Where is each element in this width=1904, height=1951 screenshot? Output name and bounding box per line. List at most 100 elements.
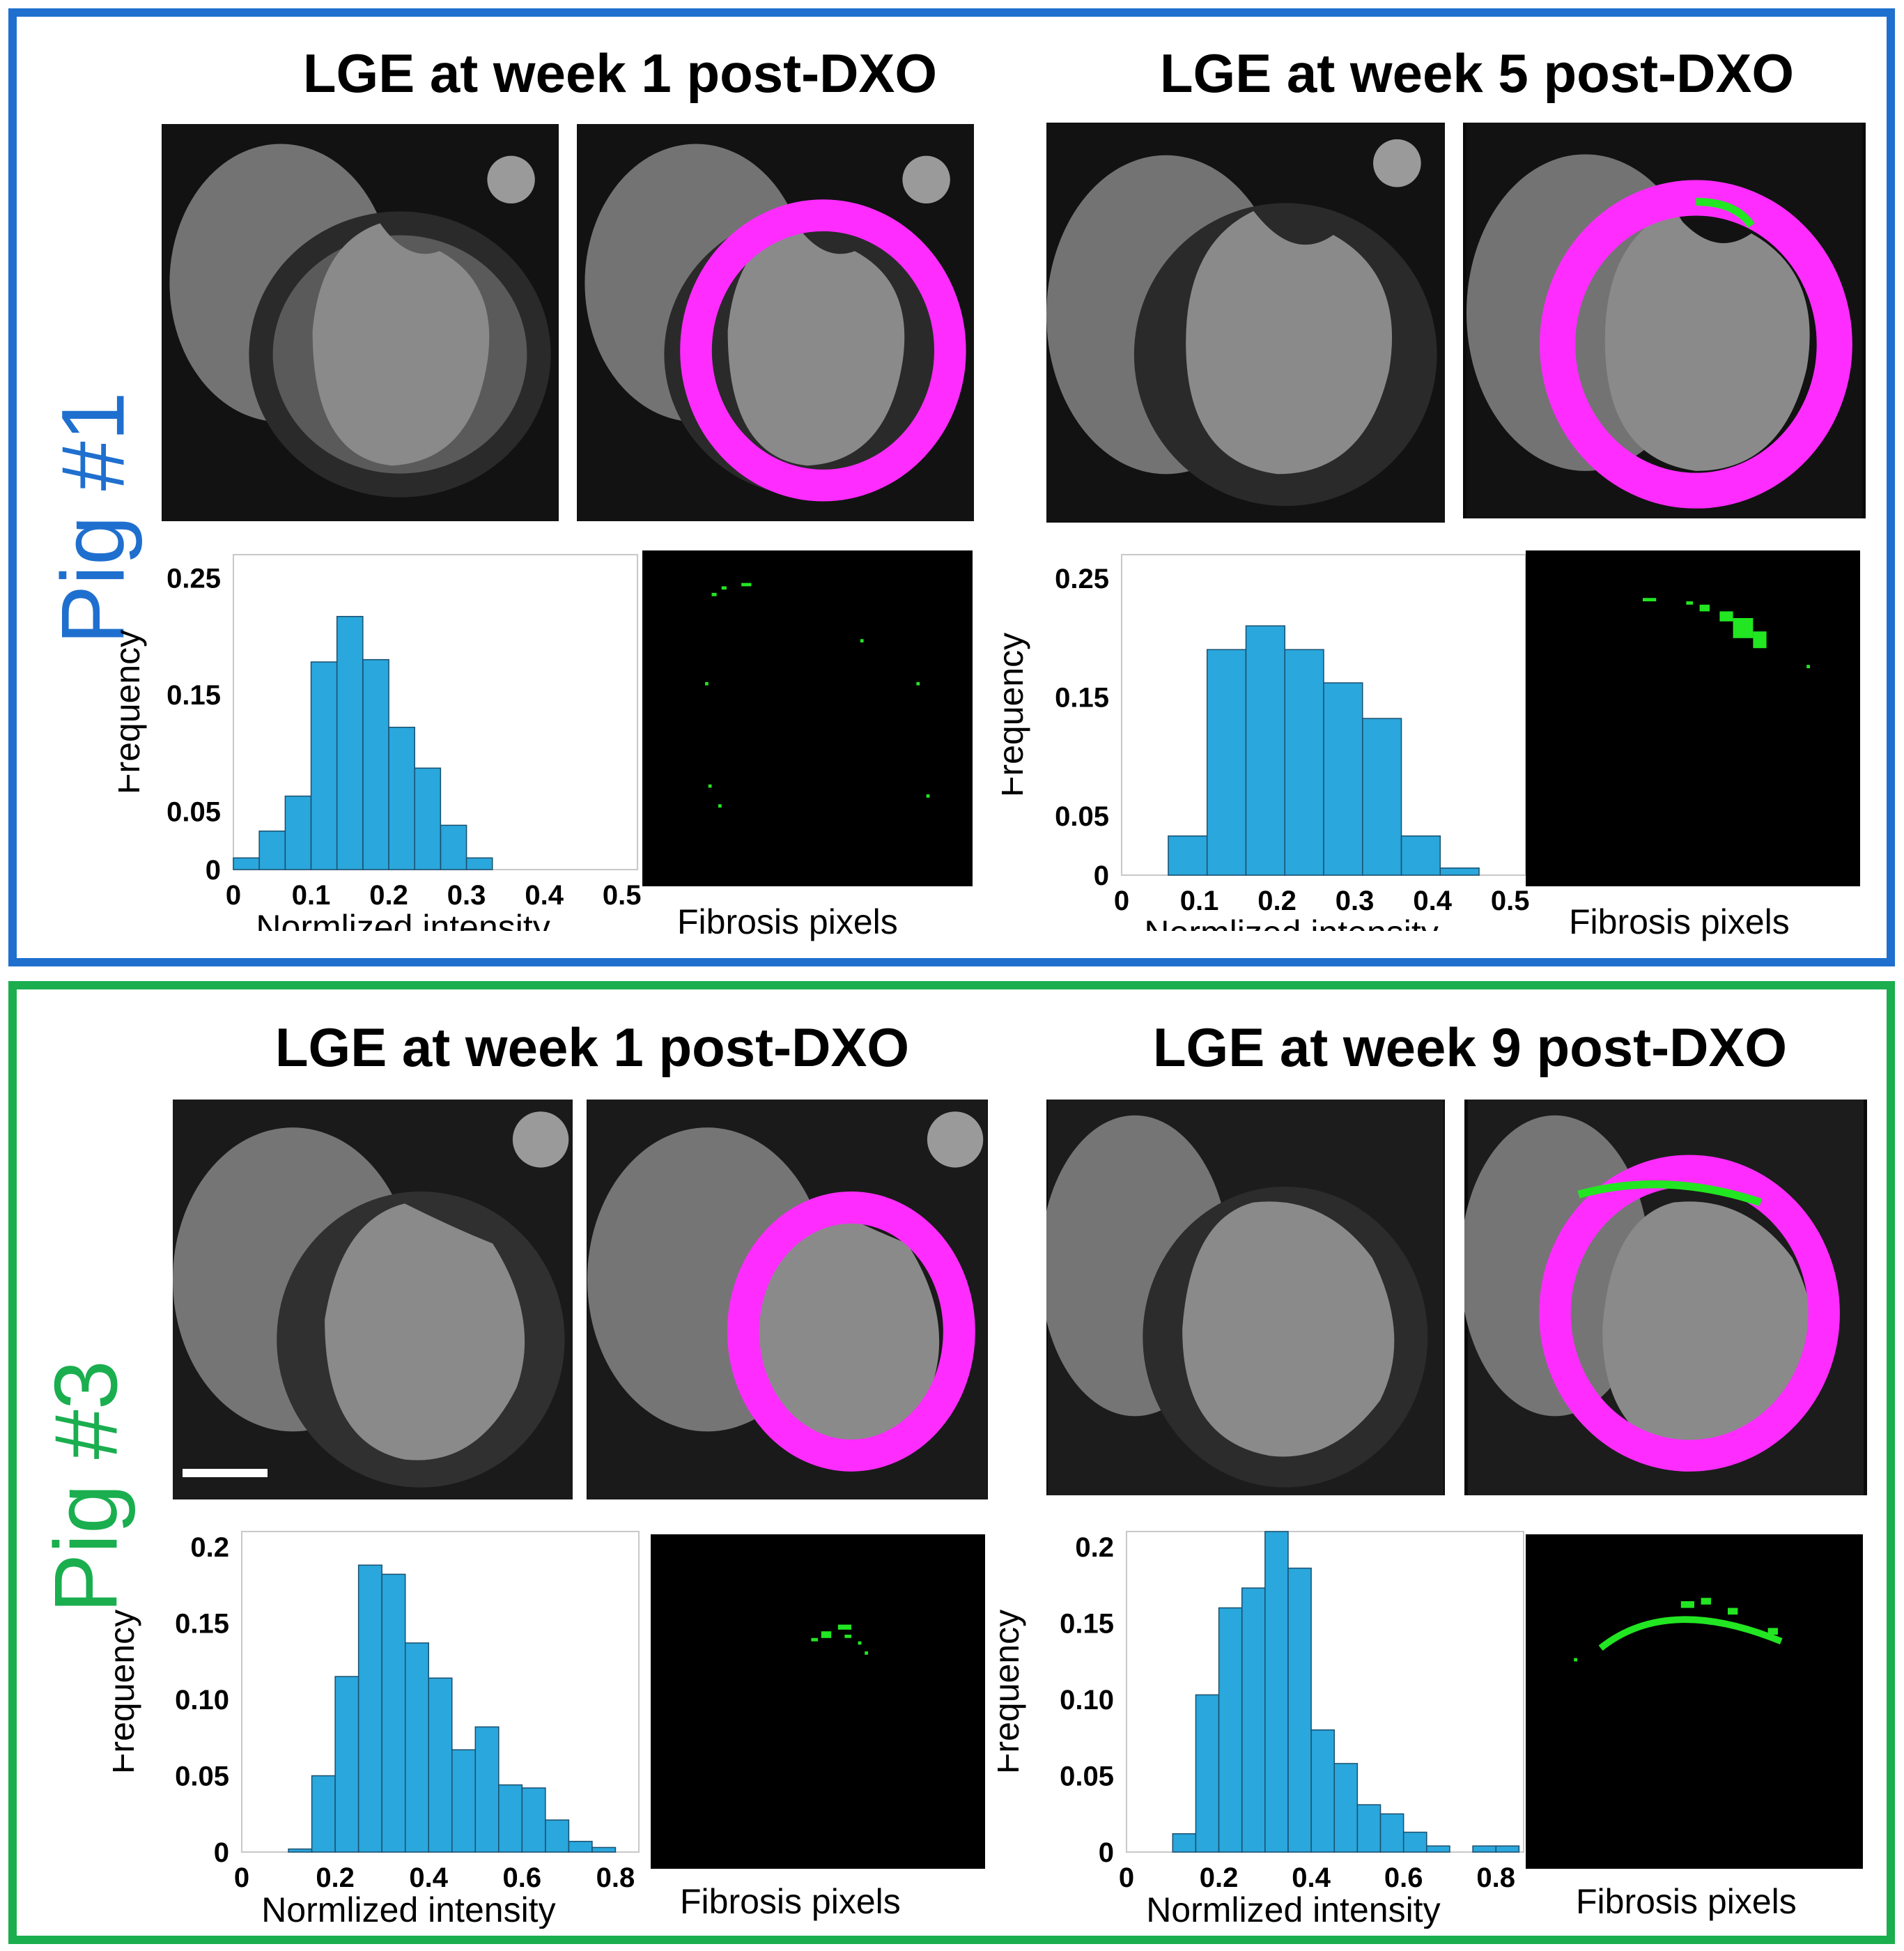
histogram-bar — [1402, 1831, 1427, 1853]
x-tick-label: 0.4 — [409, 1863, 448, 1893]
y-tick-label: 0.10 — [1060, 1685, 1114, 1715]
mri-heart-graphic — [1046, 1100, 1444, 1495]
x-axis-label: Normlized intensity — [1144, 913, 1438, 931]
x-tick-label: 0.2 — [1257, 886, 1297, 916]
histogram-bar — [521, 1787, 546, 1853]
x-tick-label: 0 — [226, 880, 241, 911]
y-tick-label: 0.15 — [167, 680, 221, 711]
histogram-bar — [591, 1846, 617, 1853]
mri-segmented-graphic — [577, 124, 974, 521]
histogram-bar — [334, 1676, 359, 1853]
y-tick-label: 0.10 — [175, 1685, 229, 1715]
histogram-svg: 0.2 0.15 0.10 0.05 00 0.2 0.4 0.6 0.8 Normlized i… — [102, 1531, 640, 1929]
pig3-week9-title: LGE at week 9 post-DXO — [1152, 1017, 1788, 1078]
histogram-bar — [1426, 1845, 1450, 1853]
pig3-week9-fibrosis-caption: Fibrosis pixels — [1576, 1882, 1797, 1921]
pig3-week9-histogram: 0.2 0.15 0.10 0.05 0 0 0.2 0.4 0.6 0.8 Normlized i… — [987, 1518, 1534, 1929]
y-tick-label: 0.05 — [1055, 801, 1109, 832]
histogram-bar — [1195, 1694, 1220, 1853]
mri-segmented-graphic — [1466, 123, 1862, 518]
histogram-bar — [357, 1564, 382, 1853]
histogram-bar — [1362, 718, 1402, 876]
histogram-bar — [414, 767, 442, 870]
pig3-week1-histogram: 0.2 0.15 0.10 0.05 0 0 0.2 0.4 0.6 0.8 Normlized i… — [102, 1518, 649, 1929]
pig1-week5-segmented-image — [1463, 123, 1866, 518]
pig3-week1-title: LGE at week 1 post-DXO — [274, 1017, 910, 1078]
x-tick-label: 0.6 — [1384, 1863, 1423, 1893]
histogram-bar — [311, 1775, 336, 1853]
pig1-week5-fibrosis-caption: Fibrosis pixels — [1569, 902, 1790, 941]
histogram-bar — [1472, 1845, 1496, 1853]
x-tick-label: 0.2 — [1200, 1863, 1239, 1893]
x-tick-label: 0.3 — [447, 880, 486, 911]
pig1-week1-lge-image — [162, 124, 559, 521]
x-tick-label: 0.2 — [316, 1863, 355, 1893]
x-tick-label: 0.4 — [525, 880, 564, 911]
y-axis-label: Frequency — [118, 630, 147, 794]
histogram-svg: 0.25 0.15 0.05 00 0.1 0.2 0.3 0.4 0.5 Normlized i… — [991, 554, 1530, 953]
fibrosis-dots-graphic — [705, 583, 930, 808]
x-tick-label: 0.3 — [1336, 886, 1375, 916]
histogram-bar — [498, 1784, 523, 1853]
pig1-week1-fibrosis-image — [642, 550, 973, 886]
fibrosis-dots-graphic — [1574, 1598, 1783, 1662]
histogram-bar — [1218, 1607, 1243, 1853]
y-tick-label: 0 — [214, 1837, 229, 1868]
histogram-bar — [1172, 1833, 1197, 1853]
x-tick-label: 0.1 — [292, 880, 331, 911]
histogram-bar — [381, 1573, 406, 1853]
x-tick-label: 0.1 — [1180, 886, 1219, 916]
histogram-bar — [1284, 649, 1324, 876]
histogram-bar — [1333, 1763, 1359, 1853]
scale-bar — [183, 1469, 268, 1477]
pig1-week1-title: LGE at week 1 post-DXO — [302, 43, 938, 104]
pig3-week1-fibrosis-image — [651, 1534, 985, 1869]
pig1-week5-histogram: 0.25 0.15 0.05 00 0.1 0.2 0.3 0.4 0.5 Normlized i… — [991, 541, 1531, 953]
x-tick-label: 0 — [1114, 886, 1129, 916]
x-tick-label: 0.5 — [1491, 886, 1530, 916]
histogram-bar — [440, 824, 467, 870]
histogram-bar — [1264, 1531, 1289, 1853]
histogram-bar — [1356, 1804, 1381, 1853]
x-tick-label: 0 — [234, 1863, 249, 1893]
histogram-bar — [1245, 625, 1285, 876]
histogram-svg: 0.2 0.15 0.10 0.05 00 0.2 0.4 0.6 0.8 Normlized i… — [987, 1531, 1524, 1929]
fibrosis-dots-graphic — [811, 1624, 868, 1655]
histogram-bar — [1379, 1813, 1404, 1853]
x-tick-label: 0.6 — [503, 1863, 542, 1893]
histogram-bar — [388, 727, 415, 870]
y-axis-label: Frequency — [998, 1610, 1026, 1774]
y-tick-label: 0.25 — [1055, 564, 1109, 594]
pig1-week5-fibrosis-image — [1526, 550, 1860, 886]
y-axis-label: Frequency — [1002, 633, 1030, 797]
mri-heart-graphic — [173, 1100, 573, 1499]
histogram-bar — [362, 658, 389, 870]
mri-segmented-graphic — [1464, 1100, 1864, 1495]
x-tick-label: 0.4 — [1413, 886, 1452, 916]
y-axis-label: Frequency — [113, 1610, 141, 1774]
pig1-panel — [8, 8, 1895, 966]
y-tick-label: 0.25 — [167, 563, 221, 594]
y-tick-label: 0 — [1094, 861, 1109, 891]
y-tick-label: 0.2 — [1075, 1532, 1114, 1563]
histogram-bar — [284, 795, 312, 870]
histogram-bar — [1323, 682, 1363, 876]
y-tick-label: 0.15 — [1055, 682, 1109, 713]
pig3-week9-fibrosis-image — [1526, 1534, 1863, 1869]
histogram-bar — [1206, 649, 1247, 876]
histogram-bar — [474, 1726, 500, 1853]
mri-segmented-graphic — [587, 1100, 987, 1499]
pig3-week1-lge-image — [173, 1100, 573, 1499]
pig1-week1-fibrosis-caption: Fibrosis pixels — [677, 902, 898, 941]
x-tick-label: 0 — [1119, 1863, 1134, 1893]
x-tick-label: 0.8 — [1476, 1863, 1515, 1893]
histogram-bar — [545, 1819, 570, 1853]
y-tick-label: 0.05 — [167, 796, 221, 827]
histogram-bar — [1400, 835, 1441, 876]
x-tick-label: 0.8 — [596, 1863, 635, 1893]
pig1-week1-segmented-image — [577, 124, 974, 521]
fibrosis-dots-graphic — [1643, 598, 1810, 668]
y-tick-label: 0 — [206, 855, 221, 886]
histogram-bar — [404, 1642, 429, 1853]
pig3-week1-segmented-image — [587, 1100, 988, 1499]
